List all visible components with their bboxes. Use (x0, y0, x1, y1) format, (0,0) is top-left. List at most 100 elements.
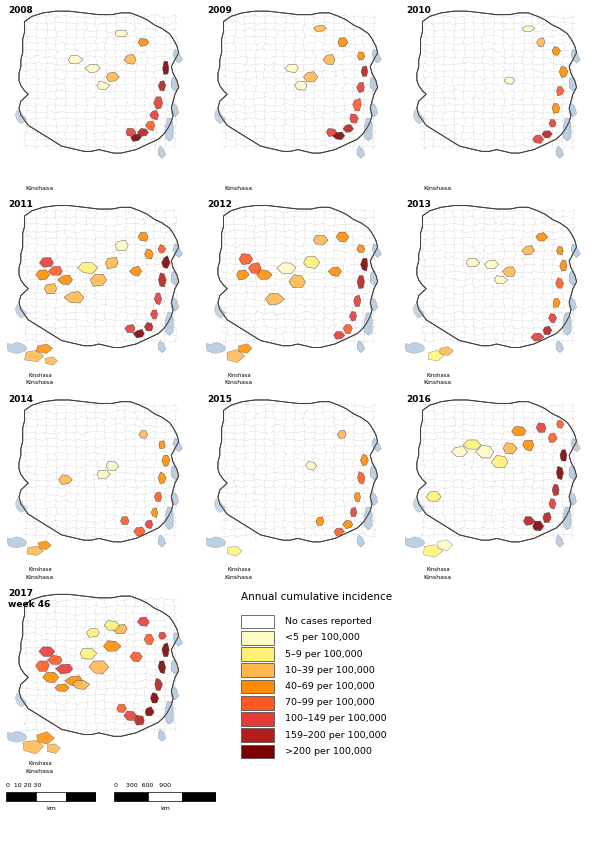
FancyBboxPatch shape (241, 647, 274, 661)
Polygon shape (171, 298, 179, 311)
Polygon shape (413, 304, 424, 318)
Polygon shape (357, 341, 365, 353)
Polygon shape (304, 72, 318, 82)
Polygon shape (173, 243, 182, 258)
Text: Kinshasa: Kinshasa (423, 575, 451, 580)
Polygon shape (173, 633, 182, 646)
Text: Kinshasa: Kinshasa (25, 575, 53, 580)
Polygon shape (332, 132, 345, 140)
Polygon shape (68, 55, 83, 64)
Polygon shape (138, 38, 149, 47)
Polygon shape (166, 313, 173, 335)
Polygon shape (284, 64, 299, 73)
Polygon shape (124, 54, 136, 64)
Polygon shape (149, 110, 158, 120)
Polygon shape (162, 643, 169, 656)
Polygon shape (97, 470, 110, 478)
Polygon shape (548, 314, 557, 323)
Polygon shape (158, 535, 166, 547)
Polygon shape (133, 329, 144, 338)
Text: km: km (46, 806, 56, 812)
Polygon shape (15, 110, 26, 124)
FancyBboxPatch shape (241, 696, 274, 710)
Polygon shape (154, 97, 163, 109)
Polygon shape (139, 431, 148, 438)
Polygon shape (218, 11, 377, 153)
Polygon shape (158, 661, 166, 673)
Polygon shape (305, 461, 317, 471)
Polygon shape (145, 322, 153, 331)
Polygon shape (543, 326, 552, 335)
Text: 2017
week 46: 2017 week 46 (8, 589, 50, 609)
Polygon shape (556, 341, 563, 353)
Polygon shape (35, 270, 50, 280)
Polygon shape (357, 146, 365, 159)
Polygon shape (47, 656, 62, 664)
Polygon shape (130, 652, 142, 662)
Polygon shape (138, 232, 148, 241)
Polygon shape (491, 455, 508, 467)
Polygon shape (533, 522, 544, 531)
Polygon shape (145, 520, 153, 528)
Text: Kinshasa: Kinshasa (25, 381, 53, 386)
Polygon shape (134, 527, 145, 536)
Polygon shape (370, 492, 377, 505)
Text: Kinshasa: Kinshasa (25, 769, 53, 774)
Text: 5–9 per 100,000: 5–9 per 100,000 (285, 650, 363, 659)
Polygon shape (563, 313, 571, 335)
Polygon shape (19, 594, 179, 736)
Bar (36, 792, 66, 801)
Polygon shape (295, 81, 307, 90)
Polygon shape (563, 119, 571, 141)
Polygon shape (552, 47, 560, 55)
Polygon shape (64, 292, 84, 303)
Polygon shape (484, 260, 499, 269)
FancyBboxPatch shape (241, 745, 274, 758)
Polygon shape (372, 243, 382, 258)
Polygon shape (536, 232, 548, 241)
Text: 2013: 2013 (406, 200, 431, 209)
Polygon shape (154, 293, 161, 304)
Polygon shape (334, 332, 345, 339)
Polygon shape (494, 276, 508, 284)
Polygon shape (543, 512, 551, 523)
Polygon shape (144, 634, 154, 644)
Polygon shape (19, 400, 179, 542)
Polygon shape (357, 535, 365, 547)
Polygon shape (413, 110, 424, 124)
Text: 0  10 20 30: 0 10 20 30 (6, 783, 41, 788)
Polygon shape (358, 52, 365, 60)
Polygon shape (151, 508, 158, 517)
Bar (148, 792, 182, 801)
Polygon shape (173, 49, 182, 63)
Polygon shape (353, 295, 361, 306)
Polygon shape (361, 455, 368, 466)
Bar (66, 792, 96, 801)
Polygon shape (126, 128, 136, 137)
Polygon shape (372, 438, 382, 452)
Polygon shape (77, 263, 98, 274)
Polygon shape (571, 49, 580, 63)
Polygon shape (569, 271, 577, 285)
FancyBboxPatch shape (241, 663, 274, 677)
Polygon shape (334, 528, 344, 536)
Polygon shape (370, 466, 377, 480)
Polygon shape (304, 256, 320, 268)
Polygon shape (105, 257, 118, 269)
Polygon shape (112, 624, 127, 633)
Polygon shape (531, 333, 544, 341)
Polygon shape (162, 455, 170, 466)
Polygon shape (365, 507, 372, 530)
Polygon shape (370, 271, 377, 285)
Polygon shape (365, 119, 372, 141)
Polygon shape (145, 248, 154, 259)
Text: 40–69 per 100,000: 40–69 per 100,000 (285, 682, 375, 691)
Polygon shape (214, 110, 226, 124)
Text: 2009: 2009 (207, 6, 232, 15)
Polygon shape (15, 693, 26, 707)
Polygon shape (523, 516, 535, 525)
Polygon shape (55, 664, 73, 674)
Polygon shape (236, 270, 250, 280)
Polygon shape (19, 11, 179, 153)
Polygon shape (523, 440, 534, 451)
